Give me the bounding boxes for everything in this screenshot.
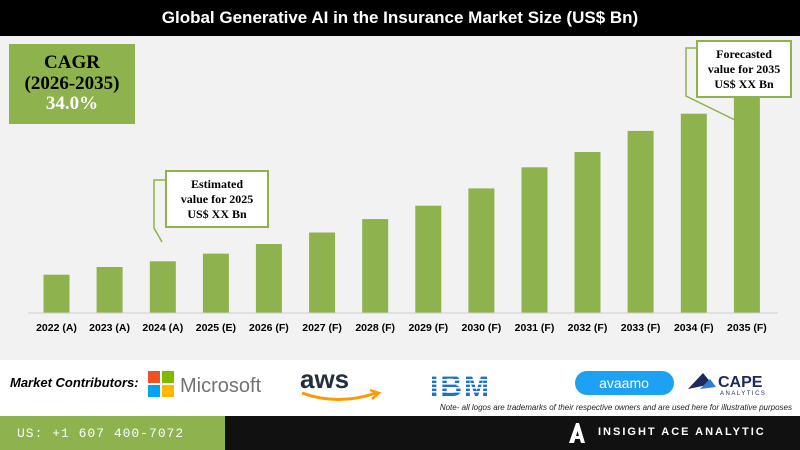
- insight-ace-logo-icon: [569, 423, 585, 443]
- footer: US: +1 607 400-7072 INSIGHT ACE ANALYTIC: [0, 416, 800, 450]
- callout-forecasted-line3: US$ XX Bn: [714, 76, 774, 91]
- logo-strip: Microsoft aws IBM avaamo CAPE ANALYTICS: [148, 364, 766, 403]
- svg-text:CAPE: CAPE: [718, 374, 763, 391]
- cagr-box: CAGR (2026-2035) 34.0%: [9, 44, 135, 124]
- cape-logo: CAPE ANALYTICS: [688, 373, 766, 397]
- svg-text:avaamo: avaamo: [599, 375, 649, 391]
- svg-text:IBM: IBM: [430, 370, 491, 403]
- trademark-note: Note- all logos are trademarks of their …: [439, 403, 792, 412]
- callout-estimated-line3: US$ XX Bn: [187, 206, 247, 221]
- callout-estimated-2025: Estimated value for 2025 US$ XX Bn: [165, 170, 269, 228]
- svg-text:Microsoft: Microsoft: [180, 375, 262, 397]
- ibm-logo: IBM: [428, 370, 536, 403]
- svg-text:aws: aws: [300, 364, 349, 394]
- svg-text:ANALYTICS: ANALYTICS: [720, 391, 766, 397]
- cagr-period: (2026-2035): [24, 72, 120, 94]
- microsoft-logo: Microsoft: [148, 371, 262, 397]
- aws-logo: aws: [300, 364, 382, 401]
- callout-forecasted-2035: Forecasted value for 2035 US$ XX Bn: [696, 40, 792, 98]
- cagr-value: 34.0%: [45, 93, 99, 115]
- callout-estimated-line1: Estimated: [191, 176, 243, 191]
- callout-forecasted-line2: value for 2035: [707, 61, 781, 76]
- callout-forecasted-line1: Forecasted: [716, 46, 772, 61]
- market-contributors: Market Contributors: Microsoft aws IBM: [0, 360, 800, 416]
- cagr-label: CAGR: [44, 51, 100, 73]
- callout-estimated-line2: value for 2025: [180, 191, 254, 206]
- phone-number: US: +1 607 400-7072: [0, 416, 225, 450]
- brand-name: INSIGHT ACE ANALYTIC: [598, 426, 766, 438]
- chart-title: Global Generative AI in the Insurance Ma…: [0, 0, 800, 36]
- avaamo-logo: avaamo: [575, 371, 674, 395]
- contributors-label: Market Contributors:: [10, 375, 139, 390]
